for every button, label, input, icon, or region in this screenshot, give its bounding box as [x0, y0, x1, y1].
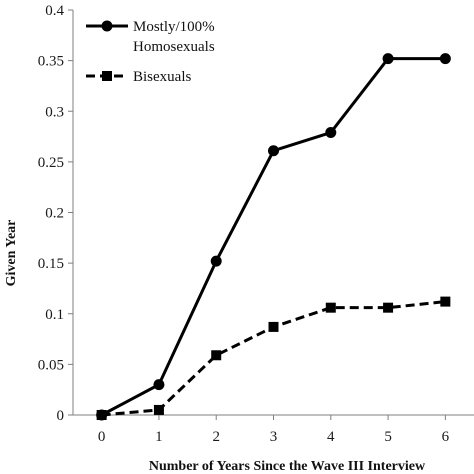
y-tick-label: 0.05 [38, 357, 64, 373]
y-axis-ticks: 0 0.05 0.1 0.15 0.2 0.25 0.3 0.35 0.4 [38, 3, 73, 424]
y-tick-label: 0.3 [45, 104, 64, 120]
data-point-marker [268, 321, 279, 332]
x-axis-title: Number of Years Since the Wave III Inter… [149, 459, 426, 474]
legend-label: Bisexuals [133, 69, 191, 85]
y-axis-title: Given Year [4, 220, 19, 287]
x-tick-label: 1 [155, 429, 163, 445]
x-tick-label: 3 [270, 429, 278, 445]
y-tick-label: 0.15 [38, 256, 64, 272]
y-tick-label: 0 [57, 408, 65, 424]
x-tick-label: 4 [327, 429, 335, 445]
legend-label: Homosexuals [133, 39, 215, 55]
data-point-marker [440, 296, 451, 307]
data-point-marker [325, 127, 337, 139]
legend-marker [101, 20, 113, 32]
y-tick-label: 0.4 [45, 3, 64, 19]
y-tick-label: 0.25 [38, 155, 64, 171]
y-tick-label: 0.35 [38, 54, 64, 70]
data-point-marker [382, 53, 394, 65]
y-tick-label: 0.1 [45, 307, 64, 323]
x-tick-label: 5 [384, 429, 392, 445]
legend-marker [102, 71, 112, 81]
data-point-marker [96, 410, 107, 420]
data-point-marker [153, 404, 164, 415]
x-tick-label: 2 [212, 429, 220, 445]
data-point-marker [383, 302, 394, 313]
data-point-marker [153, 379, 165, 391]
y-tick-label: 0.2 [45, 206, 64, 222]
data-point-marker [439, 53, 451, 65]
data-point-marker [211, 350, 222, 361]
x-tick-label: 6 [442, 429, 450, 445]
data-point-marker [210, 255, 222, 267]
x-tick-label: 0 [98, 429, 106, 445]
x-axis-ticks: 0 1 2 3 4 5 6 [98, 415, 450, 445]
legend-label: Mostly/100% [133, 19, 215, 35]
legend: Mostly/100% Homosexuals Bisexuals [86, 19, 215, 85]
data-point-marker [268, 145, 279, 157]
series-group [96, 53, 451, 421]
data-point-marker [325, 302, 336, 313]
